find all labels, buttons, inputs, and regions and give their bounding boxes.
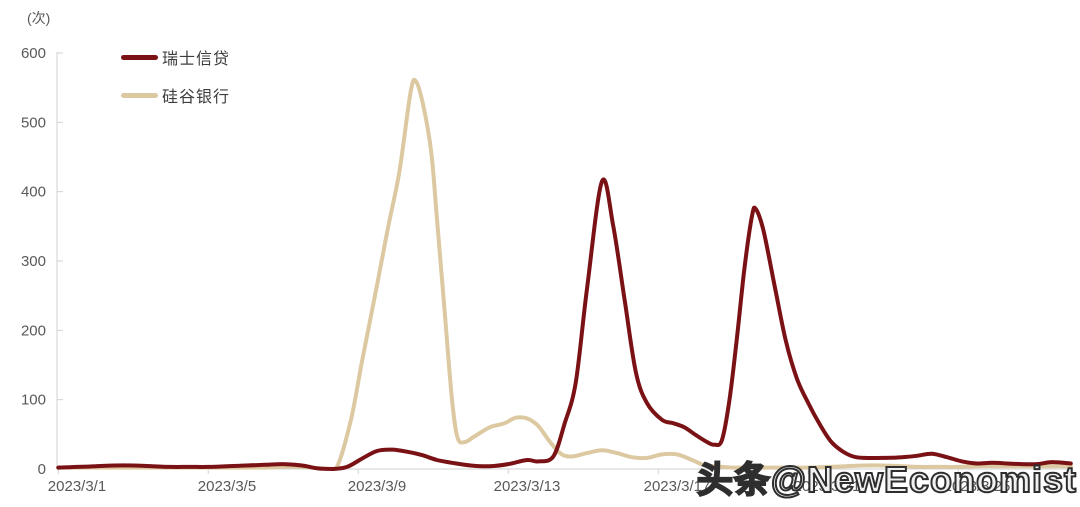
x-tick-label: 2023/3/5 xyxy=(198,478,256,495)
watermark-text: 头条@NewEconomist xyxy=(697,459,1077,500)
y-tick-label: 600 xyxy=(21,45,46,62)
y-axis-unit-label: (次) xyxy=(27,10,51,26)
y-tick-label: 500 xyxy=(21,114,46,131)
legend-item-svb: 硅谷银行 xyxy=(121,85,231,106)
legend-swatch-svb xyxy=(121,92,158,98)
y-tick-label: 400 xyxy=(21,184,46,201)
y-tick-label: 100 xyxy=(21,392,46,409)
y-tick-label: 300 xyxy=(21,253,46,270)
y-tick-label: 0 xyxy=(38,461,46,478)
x-tick-label: 2023/3/17 xyxy=(644,478,711,495)
legend-item-credit-suisse: 瑞士信贷 xyxy=(121,47,231,68)
series-line-credit-suisse xyxy=(56,177,1073,471)
legend-label-credit-suisse: 瑞士信贷 xyxy=(162,51,231,68)
x-tick-label: 2023/3/1 xyxy=(48,478,106,495)
legend-label-svb: 硅谷银行 xyxy=(162,89,231,106)
chart-legend: 瑞士信贷 硅谷银行 xyxy=(121,47,230,123)
x-tick-label: 2023/3/21 xyxy=(794,478,861,495)
legend-swatch-credit-suisse xyxy=(121,54,158,60)
x-tick-label: 2023/3/9 xyxy=(348,478,406,495)
x-tick-label: 2023/3/25 xyxy=(944,478,1011,495)
y-tick-label: 200 xyxy=(21,322,46,339)
series-line-svb xyxy=(56,77,1073,471)
x-tick-label: 2023/3/13 xyxy=(494,478,561,495)
